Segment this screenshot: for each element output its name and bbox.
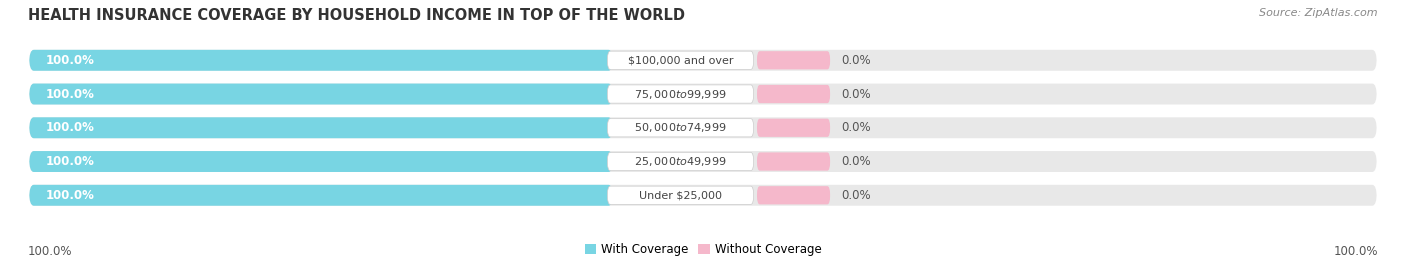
Text: 100.0%: 100.0% — [1333, 245, 1378, 258]
FancyBboxPatch shape — [30, 117, 1376, 138]
Text: $25,000 to $49,999: $25,000 to $49,999 — [634, 155, 727, 168]
FancyBboxPatch shape — [30, 185, 613, 206]
Text: Under $25,000: Under $25,000 — [638, 190, 723, 200]
FancyBboxPatch shape — [30, 84, 613, 104]
FancyBboxPatch shape — [30, 50, 1376, 71]
Legend: With Coverage, Without Coverage: With Coverage, Without Coverage — [579, 238, 827, 260]
Text: 0.0%: 0.0% — [841, 155, 870, 168]
FancyBboxPatch shape — [30, 84, 1376, 104]
FancyBboxPatch shape — [607, 51, 754, 69]
Text: 0.0%: 0.0% — [841, 121, 870, 134]
FancyBboxPatch shape — [756, 186, 830, 204]
Text: 100.0%: 100.0% — [46, 121, 96, 134]
Text: HEALTH INSURANCE COVERAGE BY HOUSEHOLD INCOME IN TOP OF THE WORLD: HEALTH INSURANCE COVERAGE BY HOUSEHOLD I… — [28, 8, 685, 23]
Text: 100.0%: 100.0% — [28, 245, 73, 258]
Text: $50,000 to $74,999: $50,000 to $74,999 — [634, 121, 727, 134]
Text: 100.0%: 100.0% — [46, 54, 96, 67]
FancyBboxPatch shape — [756, 153, 830, 171]
FancyBboxPatch shape — [756, 119, 830, 137]
Text: 100.0%: 100.0% — [46, 87, 96, 101]
Text: 0.0%: 0.0% — [841, 87, 870, 101]
Text: 0.0%: 0.0% — [841, 189, 870, 202]
Text: $75,000 to $99,999: $75,000 to $99,999 — [634, 87, 727, 101]
FancyBboxPatch shape — [756, 51, 830, 69]
FancyBboxPatch shape — [756, 85, 830, 103]
FancyBboxPatch shape — [30, 151, 613, 172]
Text: 0.0%: 0.0% — [841, 54, 870, 67]
Text: $100,000 and over: $100,000 and over — [627, 55, 734, 65]
FancyBboxPatch shape — [607, 119, 754, 137]
Text: 100.0%: 100.0% — [46, 155, 96, 168]
FancyBboxPatch shape — [30, 185, 1376, 206]
FancyBboxPatch shape — [607, 186, 754, 204]
FancyBboxPatch shape — [607, 153, 754, 171]
FancyBboxPatch shape — [607, 85, 754, 103]
Text: 100.0%: 100.0% — [46, 189, 96, 202]
FancyBboxPatch shape — [30, 50, 613, 71]
FancyBboxPatch shape — [30, 151, 1376, 172]
Text: Source: ZipAtlas.com: Source: ZipAtlas.com — [1260, 8, 1378, 18]
FancyBboxPatch shape — [30, 117, 613, 138]
